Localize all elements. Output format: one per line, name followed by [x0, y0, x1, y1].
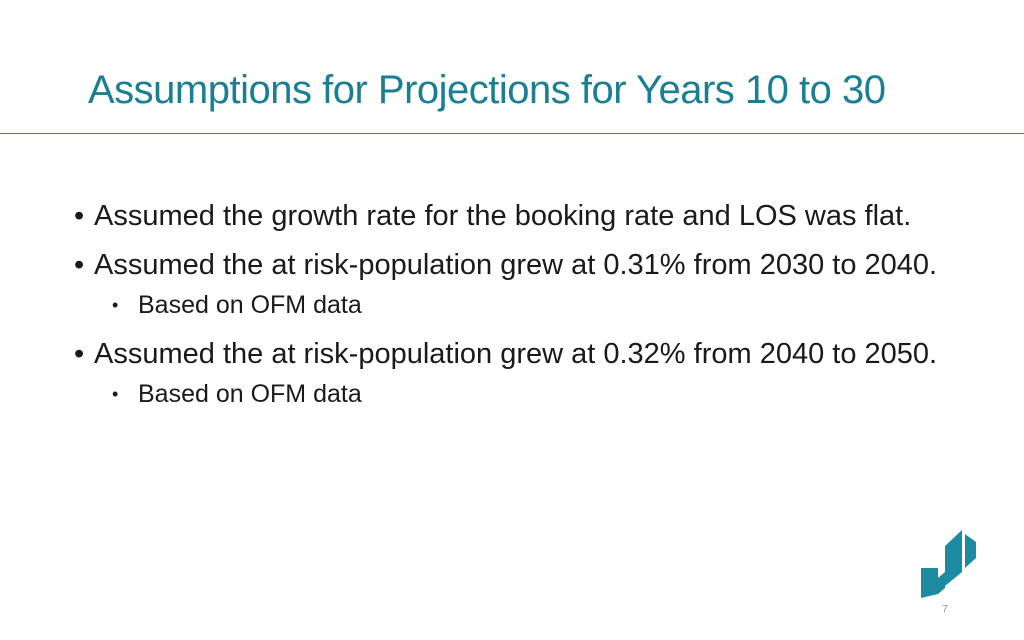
bullet-dot: • [74, 249, 85, 281]
bullet-item: • Assumed the at risk-population grew at… [72, 245, 952, 285]
bullet-list: • Assumed the growth rate for the bookin… [72, 196, 952, 423]
sub-bullet-item: • Based on OFM data [72, 377, 952, 411]
bullet-item: • Assumed the at risk-population grew at… [72, 334, 952, 374]
sub-bullet-text: Based on OFM data [138, 291, 362, 319]
sub-bullet-dot: • [112, 384, 119, 404]
slide-title: Assumptions for Projections for Years 10… [88, 68, 886, 112]
bullet-item: • Assumed the growth rate for the bookin… [72, 196, 952, 236]
bullet-dot: • [74, 338, 85, 370]
sub-bullet-dot: • [112, 295, 119, 315]
sub-bullet-text: Based on OFM data [138, 380, 362, 408]
title-divider [0, 133, 1024, 134]
bullet-text: Assumed the at risk-population grew at 0… [94, 249, 938, 281]
bullet-text: Assumed the at risk-population grew at 0… [94, 338, 938, 370]
sub-bullet-item: • Based on OFM data [72, 288, 952, 322]
bullet-text: Assumed the growth rate for the booking … [94, 200, 912, 232]
page-number: 7 [942, 604, 948, 615]
agency-logo-icon [921, 530, 976, 598]
bullet-dot: • [74, 200, 85, 232]
